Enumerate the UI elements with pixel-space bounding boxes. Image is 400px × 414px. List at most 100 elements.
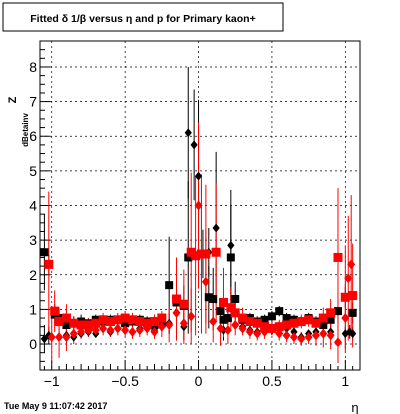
- data-point-square: [40, 248, 49, 257]
- data-point-square: [179, 299, 189, 309]
- data-point-square: [204, 293, 213, 302]
- data-point-square: [157, 313, 167, 323]
- data-point-diamond: [311, 330, 320, 341]
- data-point-diamond: [99, 323, 108, 334]
- data-point-diamond: [275, 328, 284, 339]
- data-point-diamond: [121, 325, 130, 336]
- y-tick-label: 3: [29, 232, 37, 248]
- data-point-square: [274, 322, 284, 332]
- data-point-diamond: [349, 329, 357, 339]
- data-point-diamond: [128, 326, 137, 337]
- data-point-diamond: [319, 328, 328, 339]
- data-point-square: [44, 259, 54, 269]
- data-point-square: [289, 318, 299, 328]
- data-point-diamond: [47, 332, 56, 343]
- data-point-square: [61, 313, 71, 323]
- data-point-square: [226, 303, 236, 313]
- data-point-square: [165, 281, 174, 290]
- data-point-square: [304, 315, 314, 325]
- data-point-square: [62, 320, 71, 329]
- data-point-square: [245, 317, 255, 327]
- data-point-diamond: [346, 327, 354, 337]
- x-tick-labels: −1 −0.5 0 0.5 1: [44, 373, 350, 389]
- x-tick-label: 0.5: [262, 373, 282, 389]
- x-tick-label: 0: [195, 373, 203, 389]
- data-point-square: [127, 315, 137, 325]
- grid-lines: [40, 41, 360, 370]
- data-point-diamond: [304, 332, 313, 343]
- data-point-square: [120, 313, 130, 323]
- data-point-diamond: [341, 313, 350, 324]
- y-tick-label: 0: [29, 336, 37, 352]
- data-point-square: [184, 253, 193, 262]
- x-tick-label: −1: [44, 373, 60, 389]
- y-tick-labels: 0 1 2 3 4 5 6 7 8: [29, 59, 37, 352]
- data-point-diamond: [135, 325, 144, 336]
- data-point-diamond: [187, 311, 196, 322]
- y-tick-label: 8: [29, 59, 37, 75]
- data-point-square: [282, 314, 291, 323]
- data-point-square: [348, 308, 357, 317]
- data-point-diamond: [216, 323, 225, 334]
- data-point-diamond: [77, 326, 86, 337]
- chart-title: Fitted δ 1/β versus η and p for Primary …: [30, 13, 255, 25]
- data-point-diamond: [69, 328, 78, 339]
- data-point-diamond: [194, 200, 203, 211]
- data-point-square: [223, 314, 232, 323]
- data-point-square: [113, 315, 123, 325]
- data-point-square: [172, 294, 182, 304]
- data-point-diamond: [290, 327, 298, 337]
- y-tick-label: 1: [29, 301, 37, 317]
- data-point-square: [333, 252, 343, 262]
- data-point-diamond: [143, 323, 152, 334]
- data-point-square: [326, 308, 336, 318]
- data-point-diamond: [209, 316, 218, 327]
- data-point-square: [275, 307, 284, 316]
- data-point-square: [121, 319, 130, 328]
- data-point-diamond: [84, 325, 93, 336]
- data-point-square: [296, 317, 306, 327]
- data-point-square: [231, 295, 240, 304]
- data-point-square: [98, 315, 108, 325]
- y-axis-subscript: dBetainv: [21, 113, 30, 147]
- data-point-diamond: [344, 273, 353, 284]
- y-tick-label: 5: [29, 163, 37, 179]
- data-point-square: [91, 318, 101, 328]
- data-markers: [40, 128, 358, 348]
- data-point-diamond: [267, 323, 276, 334]
- data-point-square: [226, 253, 235, 262]
- data-point-diamond: [289, 332, 298, 343]
- data-point-square: [211, 247, 221, 257]
- data-point-diamond: [45, 330, 53, 340]
- data-point-diamond: [227, 240, 235, 250]
- data-point-square: [69, 318, 79, 328]
- data-point-square: [105, 317, 115, 327]
- data-point-square: [238, 313, 248, 323]
- data-point-square: [340, 292, 350, 302]
- data-point-diamond: [91, 325, 100, 336]
- data-point-square: [209, 295, 218, 304]
- data-point-square: [311, 318, 321, 328]
- data-point-square: [76, 320, 86, 330]
- data-point-square: [260, 322, 270, 332]
- data-point-diamond: [179, 318, 188, 329]
- data-point-square: [333, 307, 342, 316]
- data-point-diamond: [333, 337, 342, 348]
- data-point-diamond: [157, 321, 166, 332]
- data-point-diamond: [231, 319, 240, 330]
- data-point-diamond: [245, 326, 254, 337]
- data-point-square: [50, 306, 60, 316]
- data-point-diamond: [113, 323, 122, 334]
- data-point-diamond: [297, 333, 306, 344]
- data-point-diamond: [238, 323, 247, 334]
- data-point-diamond: [253, 328, 262, 339]
- data-point-diamond: [282, 330, 291, 341]
- data-point-square: [252, 318, 262, 328]
- data-point-diamond: [212, 223, 220, 233]
- y-tick-label: 4: [29, 198, 37, 214]
- data-point-square: [216, 307, 225, 316]
- x-tick-label: 1: [341, 373, 349, 389]
- data-point-square: [326, 315, 335, 324]
- data-point-diamond: [190, 140, 198, 150]
- data-point-diamond: [260, 326, 269, 337]
